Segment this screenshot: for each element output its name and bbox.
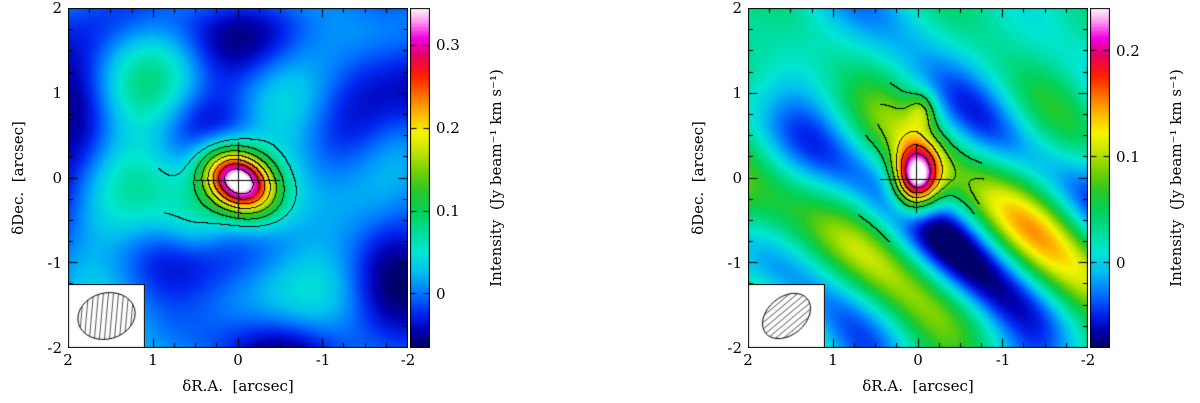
y-tick-label: 2 <box>52 0 62 17</box>
y-tick-label: 1 <box>732 84 742 102</box>
x-tick-label: 1 <box>828 351 838 369</box>
colorbar-tick-label: 0.1 <box>1116 148 1140 166</box>
colorbar-tick-label: 0.1 <box>436 202 460 220</box>
y-tick-label: -2 <box>727 339 742 357</box>
x-tick-label: -2 <box>1080 351 1096 369</box>
map-panel-left: 2 1 0 -1 -2 2 1 0 -1 -2 0.3 0.2 0.1 0 δR… <box>9 0 505 395</box>
x-tick-label: -1 <box>995 351 1011 369</box>
x-axis-label: δR.A. [arcsec] <box>862 377 974 395</box>
y-tick-label: -1 <box>727 254 742 272</box>
y-tick-label: 0 <box>732 169 742 187</box>
x-tick-label: 2 <box>743 351 753 369</box>
colorbar-tick-label: 0 <box>1116 254 1126 272</box>
beam-ellipse <box>748 284 825 348</box>
colorbar <box>1090 8 1110 348</box>
colorbar-tick-label: 0 <box>436 285 446 303</box>
x-tick-label: -2 <box>400 351 416 369</box>
y-axis-label: δDec. [arcsec] <box>9 121 27 235</box>
y-axis-label: δDec. [arcsec] <box>689 121 707 235</box>
map-panel-right: 2 1 0 -1 -2 2 1 0 -1 -2 0.2 0.1 0 δR.A. … <box>680 0 1200 403</box>
x-tick-label: 0 <box>913 351 923 369</box>
y-tick-label: 2 <box>732 0 742 17</box>
beam-ellipse <box>68 284 145 348</box>
y-tick-label: -2 <box>47 339 62 357</box>
colorbar-axis-label: Intensity (Jy beam⁻¹ km s⁻¹) <box>487 69 505 287</box>
colorbar-tick-label: 0.2 <box>1116 42 1140 60</box>
colorbar <box>410 8 430 348</box>
colorbar-tick-label: 0.2 <box>436 119 460 137</box>
x-tick-label: -1 <box>315 351 331 369</box>
colorbar-axis-label: Intensity (Jy beam⁻¹ km s⁻¹) <box>1167 69 1185 287</box>
x-tick-label: 2 <box>63 351 73 369</box>
x-tick-label: 0 <box>233 351 243 369</box>
x-tick-label: 1 <box>148 351 158 369</box>
x-axis-label: δR.A. [arcsec] <box>182 377 294 395</box>
y-tick-label: -1 <box>47 254 62 272</box>
colorbar-tick-label: 0.3 <box>436 36 460 54</box>
y-tick-label: 1 <box>52 84 62 102</box>
y-tick-label: 0 <box>52 169 62 187</box>
